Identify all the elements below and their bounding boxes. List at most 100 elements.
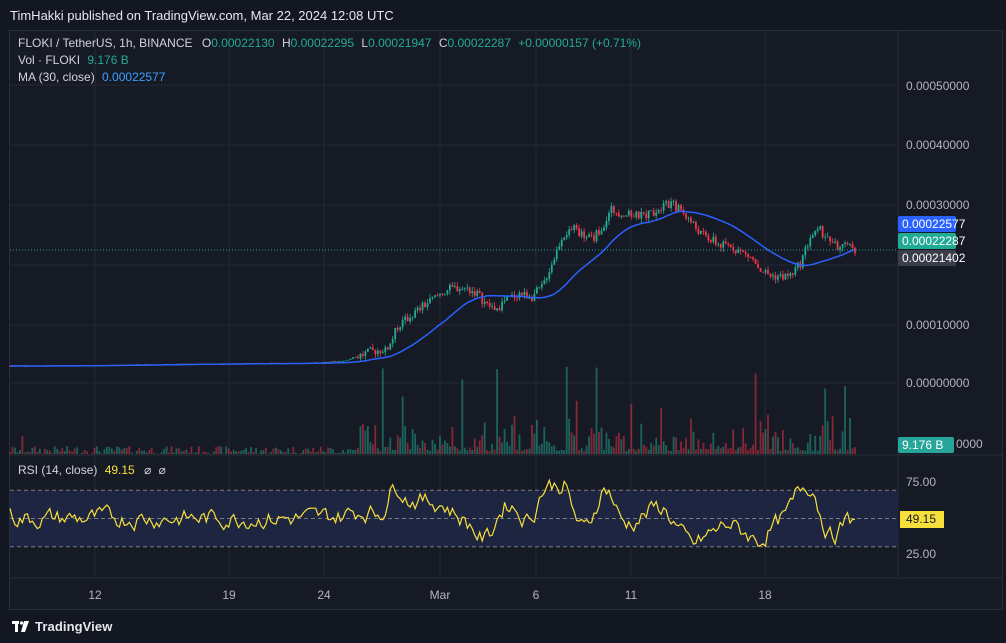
volume-bar [24,452,26,454]
candle-body [568,229,571,236]
high-value: 0.00022295 [290,36,355,50]
volume-value: 9.176 B [87,53,129,67]
volume-bar [441,444,444,454]
volume-bar [789,438,792,454]
volume-bar [630,403,633,454]
volume-bar [135,450,138,454]
open-label: O [201,36,212,50]
candle-body [650,210,653,212]
volume-bar [769,449,772,454]
volume-bar [700,449,702,454]
volume-bar [719,448,722,454]
volume-bar [245,448,248,454]
candle-body [478,290,481,294]
candle-body [327,361,330,363]
volume-bar [531,424,533,454]
candle-body [757,263,759,268]
volume-bar [476,447,479,454]
volume-bar [846,450,849,454]
candle-body [836,241,839,250]
volume-bar [481,435,484,454]
volume-bar [279,450,282,454]
price-tick: 0.00050000 [906,79,970,93]
candle-body [809,238,812,247]
candle-body [352,357,354,359]
volume-bar [255,448,257,454]
volume-bar [734,450,737,454]
candle-body [501,301,503,311]
candle-body [583,231,586,239]
volume-bar [702,443,705,454]
candle-body [463,288,466,290]
candle-body [324,361,327,363]
candle-body [434,295,436,297]
volume-bar [759,420,762,454]
volume-label[interactable]: Vol · FLOKI [18,53,81,67]
volume-bar [466,450,469,454]
candle-body [617,213,620,217]
candle-body [615,212,618,214]
volume-bar [627,448,630,454]
price-tick: 0.00040000 [906,138,970,152]
candle-body [488,302,491,307]
candle-body [565,235,568,238]
candle-body [627,210,630,216]
candle-body [603,227,605,231]
candle-body [573,225,576,231]
candle-body [411,317,414,319]
symbol-title[interactable]: FLOKI / TetherUS, 1h, BINANCE [18,36,193,50]
rsi-label[interactable]: RSI (14, close) [18,463,98,477]
volume-bar [558,450,561,454]
volume-bar [478,440,481,454]
volume-bar [655,437,658,454]
candle-body [374,350,377,355]
volume-bar [523,449,526,454]
candle-body [779,274,782,277]
tradingview-logo[interactable]: TradingView [12,619,112,634]
volume-bar [804,450,807,454]
candle-body [503,300,506,302]
volume-bar [304,448,307,454]
volume-bar [565,366,568,454]
volume-bar [140,450,143,454]
volume-bar [799,450,802,454]
volume-bar [31,447,34,454]
volume-bar [329,447,332,454]
volume-bar [215,447,218,454]
candle-body [826,236,829,238]
candle-body [806,246,809,248]
volume-bar [207,453,210,454]
candle-body [642,211,645,214]
volume-bar [247,451,250,454]
volume-bar [319,446,322,454]
volume-bar [120,449,123,454]
candle-body [722,241,725,248]
volume-bar [774,431,777,454]
volume-bar [463,447,466,454]
volume-bar [662,441,665,454]
volume-bar [344,452,347,454]
volume-bar [334,453,337,454]
time-tick: 18 [758,588,772,602]
volume-bar [185,449,188,454]
volume-bar [814,435,817,454]
rsi-badge: 49.15 [900,511,944,528]
volume-bar [354,449,357,454]
volume-bar [237,451,240,454]
volume-bar [729,448,732,454]
volume-bar [180,451,183,454]
volume-bar [125,448,128,454]
price-tick: 0.00000000 [906,376,970,390]
candle-body [369,347,372,349]
volume-bar [339,452,342,454]
candle-body [563,237,566,240]
volume-legend: Vol · FLOKI 9.176 B [18,53,129,67]
volume-bar [66,446,69,454]
published-info: TimHakki published on TradingView.com, M… [10,8,394,23]
candle-body [782,274,784,280]
candle-body [545,278,548,281]
ma-label[interactable]: MA (30, close) [18,70,95,84]
candle-body [585,236,588,239]
candle-body [322,362,325,363]
